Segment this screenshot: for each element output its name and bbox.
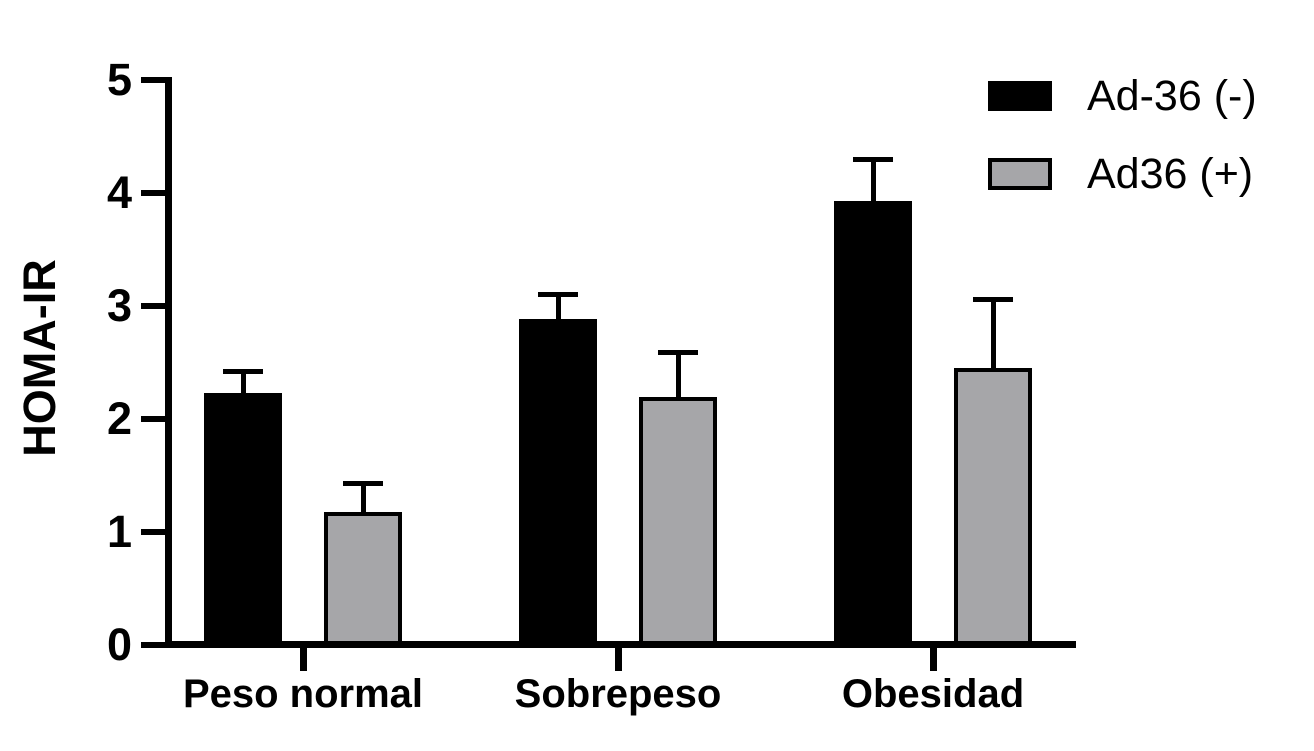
error-bar-cap bbox=[853, 156, 893, 162]
y-axis-tick bbox=[141, 302, 165, 309]
legend-swatch-ad36-negative bbox=[988, 81, 1052, 111]
y-axis-line bbox=[165, 77, 172, 648]
y-axis-tick-label: 1 bbox=[106, 505, 132, 557]
bar-ad36-negative bbox=[204, 392, 282, 646]
legend-swatch-ad36-positive bbox=[988, 158, 1052, 190]
legend-item-ad36-negative: Ad-36 (-) bbox=[988, 72, 1257, 120]
error-bar-stem bbox=[240, 371, 246, 396]
y-axis-tick bbox=[141, 189, 165, 196]
y-axis-tick bbox=[141, 415, 165, 422]
x-category-label: Obesidad bbox=[841, 672, 1025, 716]
x-axis-tick bbox=[299, 648, 307, 671]
bar-ad36-positive bbox=[324, 512, 402, 646]
error-bar-stem bbox=[360, 483, 366, 516]
error-bar-cap bbox=[343, 480, 383, 486]
legend-label-ad36-positive: Ad36 (+) bbox=[1087, 149, 1254, 198]
x-category-label: Peso normal bbox=[182, 672, 424, 716]
y-axis-tick-label: 4 bbox=[106, 166, 132, 218]
y-axis-tick bbox=[141, 528, 165, 535]
error-bar-stem bbox=[555, 294, 561, 323]
bar-ad36-negative bbox=[834, 200, 912, 646]
error-bar-stem bbox=[990, 299, 996, 371]
y-axis-tick-label: 0 bbox=[106, 618, 132, 670]
bar-ad36-positive bbox=[954, 367, 1032, 646]
error-bar-cap bbox=[538, 292, 578, 297]
error-bar-stem bbox=[675, 352, 681, 401]
bar-ad36-positive bbox=[639, 397, 717, 646]
y-axis-tick-label: 3 bbox=[106, 279, 132, 331]
x-category-label: Sobrepeso bbox=[514, 672, 722, 716]
y-axis-tick-label: 5 bbox=[106, 54, 132, 105]
legend-item-ad36-positive: Ad36 (+) bbox=[988, 150, 1253, 198]
legend-label-ad36-negative: Ad-36 (-) bbox=[1087, 71, 1257, 120]
bar-ad36-negative bbox=[519, 319, 597, 646]
x-axis-line bbox=[165, 641, 1076, 648]
x-axis-tick bbox=[929, 648, 937, 671]
error-bar-cap bbox=[973, 296, 1013, 302]
x-axis-tick bbox=[614, 648, 622, 671]
y-axis-tick bbox=[141, 77, 165, 83]
error-bar-cap bbox=[223, 368, 263, 374]
error-bar-cap bbox=[658, 349, 698, 355]
error-bar-stem bbox=[870, 159, 876, 204]
y-axis-tick-label: 2 bbox=[106, 392, 132, 444]
y-axis-tick bbox=[141, 641, 165, 648]
